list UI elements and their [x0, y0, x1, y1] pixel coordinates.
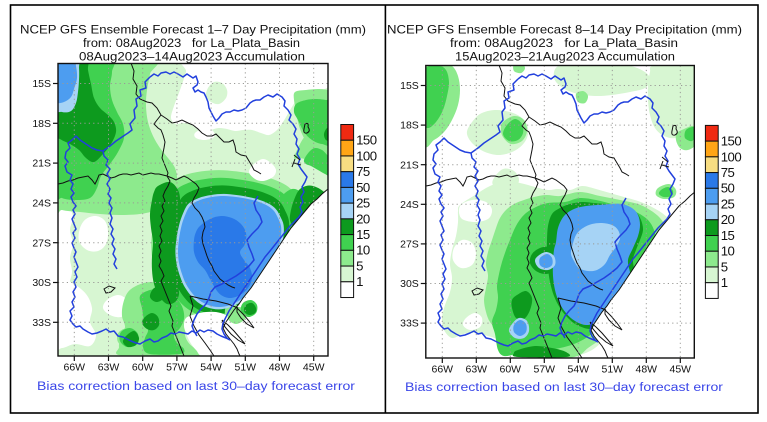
svg-text:50: 50: [721, 181, 735, 196]
svg-text:20: 20: [721, 212, 735, 227]
svg-text:48W: 48W: [636, 364, 658, 376]
svg-text:75: 75: [721, 165, 735, 180]
svg-text:10: 10: [721, 244, 735, 259]
svg-text:150: 150: [356, 133, 377, 148]
svg-text:Bias correction based on last: Bias correction based on last 30–day for…: [405, 382, 723, 394]
svg-text:20: 20: [356, 211, 370, 226]
svg-text:60W: 60W: [132, 362, 154, 374]
svg-text:10: 10: [356, 243, 370, 258]
svg-text:50: 50: [356, 180, 370, 195]
svg-text:18S: 18S: [32, 118, 51, 130]
svg-text:25: 25: [356, 196, 370, 211]
svg-text:15Aug2023–21Aug2023 Accumulati: 15Aug2023–21Aug2023 Accumulation: [455, 52, 675, 64]
svg-text:45W: 45W: [303, 362, 325, 374]
svg-text:66W: 66W: [432, 364, 454, 376]
svg-text:57W: 57W: [534, 364, 556, 376]
svg-text:27S: 27S: [400, 239, 419, 251]
svg-text:57W: 57W: [166, 362, 188, 374]
svg-text:1: 1: [356, 274, 363, 289]
svg-text:15: 15: [356, 227, 370, 242]
svg-text:NCEP GFS Ensemble Forecast 8–1: NCEP GFS Ensemble Forecast 8–14 Day Prec…: [387, 23, 742, 37]
svg-text:63W: 63W: [466, 364, 488, 376]
svg-text:5: 5: [721, 259, 728, 274]
svg-text:33S: 33S: [32, 317, 51, 329]
svg-text:33S: 33S: [400, 318, 419, 330]
svg-text:100: 100: [721, 149, 742, 164]
svg-text:54W: 54W: [200, 362, 222, 374]
svg-text:18S: 18S: [400, 120, 419, 132]
svg-text:45W: 45W: [670, 364, 692, 376]
svg-text:from: 08Aug2023 for La_Plata: from: 08Aug2023 for La_Plata_Basin: [83, 38, 300, 50]
svg-text:66W: 66W: [64, 362, 86, 374]
svg-text:NCEP GFS Ensemble Forecast 1–7: NCEP GFS Ensemble Forecast 1–7 Day Preci…: [20, 23, 366, 37]
svg-text:54W: 54W: [568, 364, 590, 376]
svg-text:60W: 60W: [500, 364, 522, 376]
svg-text:21S: 21S: [32, 158, 51, 170]
svg-text:51W: 51W: [602, 364, 624, 376]
svg-text:30S: 30S: [400, 278, 419, 290]
svg-text:24S: 24S: [32, 198, 51, 210]
svg-text:25: 25: [721, 196, 735, 211]
svg-text:24S: 24S: [400, 199, 419, 211]
svg-text:1: 1: [721, 275, 728, 290]
svg-text:100: 100: [356, 148, 377, 163]
svg-text:48W: 48W: [269, 362, 291, 374]
svg-text:150: 150: [721, 134, 742, 149]
svg-text:Bias correction based on last: Bias correction based on last 30–day for…: [37, 381, 355, 393]
svg-text:27S: 27S: [32, 237, 51, 249]
svg-text:08Aug2023–14Aug2023 Accumulati: 08Aug2023–14Aug2023 Accumulation: [79, 52, 305, 64]
svg-text:from: 08Aug2023 for La_Plata: from: 08Aug2023 for La_Plata_Basin: [450, 38, 678, 50]
svg-text:30S: 30S: [32, 277, 51, 289]
svg-text:5: 5: [356, 258, 363, 273]
svg-text:15S: 15S: [32, 78, 51, 90]
svg-text:63W: 63W: [98, 362, 120, 374]
svg-text:15S: 15S: [400, 80, 419, 92]
svg-text:75: 75: [356, 164, 370, 179]
svg-text:15: 15: [721, 228, 735, 243]
svg-text:21S: 21S: [400, 159, 419, 171]
svg-text:51W: 51W: [235, 362, 257, 374]
